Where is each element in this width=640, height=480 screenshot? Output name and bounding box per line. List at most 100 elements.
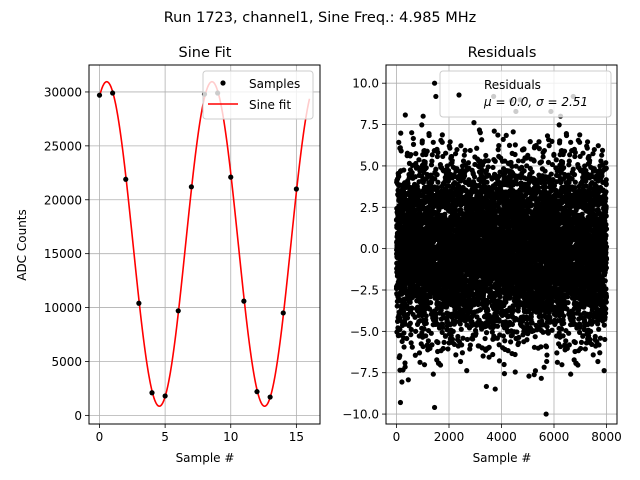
residual-point — [439, 132, 445, 138]
residual-point — [408, 332, 414, 338]
residual-point — [396, 139, 402, 145]
legend-samples-label: Samples — [249, 77, 300, 91]
residual-point — [407, 320, 413, 326]
residual-point — [479, 137, 485, 143]
sample-point — [162, 393, 168, 399]
residual-point — [397, 353, 403, 359]
residual-point — [501, 361, 507, 368]
residual-point — [485, 164, 491, 170]
residual-point — [480, 353, 486, 359]
residual-point — [462, 147, 468, 153]
residual-point — [454, 146, 460, 153]
residual-point — [471, 174, 478, 180]
sine-fit-grid — [89, 65, 320, 424]
residual-point — [501, 371, 508, 377]
residual-point — [408, 340, 414, 346]
residual-point — [483, 152, 489, 159]
residual-point — [423, 313, 429, 319]
sample-point — [267, 394, 273, 400]
residual-point — [420, 113, 426, 119]
residual-point — [486, 344, 492, 350]
residual-point — [460, 335, 466, 341]
residual-point — [494, 323, 501, 329]
residual-point — [421, 326, 427, 332]
residual-point — [421, 362, 428, 368]
residual-point — [408, 326, 414, 333]
residual-point — [429, 342, 435, 348]
residual-point — [433, 93, 439, 100]
residual-point — [477, 130, 483, 136]
residual-point — [483, 330, 490, 336]
residual-point — [467, 342, 473, 348]
residual-point — [492, 158, 498, 164]
residual-point — [453, 352, 459, 358]
residual-point — [420, 343, 426, 350]
legend-samples-marker — [220, 80, 226, 86]
residual-point — [402, 360, 408, 366]
residual-point — [445, 346, 451, 352]
residual-point — [450, 328, 456, 334]
residual-point — [512, 369, 518, 375]
residual-point — [447, 139, 453, 145]
residual-point — [422, 159, 428, 165]
residual-point — [459, 342, 465, 348]
sine-fit-frame — [88, 64, 321, 425]
sine-fit-xtick-label: 5 — [161, 430, 169, 444]
residual-point — [512, 142, 518, 148]
residual-point — [402, 364, 408, 370]
residual-point — [496, 143, 502, 149]
residuals-title: Residuals — [468, 45, 537, 61]
residual-point — [490, 164, 496, 171]
residual-point — [467, 147, 473, 154]
residual-point — [430, 139, 436, 145]
residual-point — [496, 173, 502, 180]
residual-point — [424, 148, 430, 154]
sample-point — [136, 300, 142, 306]
sine-fit-plot-area — [96, 80, 311, 408]
residual-point — [423, 165, 429, 171]
residual-point — [512, 151, 518, 158]
residual-point — [510, 129, 516, 135]
residual-point — [426, 132, 432, 139]
residual-point — [397, 326, 403, 332]
sine-fit-ytick-label: 10000 — [44, 301, 82, 315]
residual-point — [511, 307, 517, 313]
residual-point — [397, 315, 403, 321]
residual-point — [398, 130, 404, 136]
residual-point — [485, 158, 491, 164]
legend-sine-fit-label: Sine fit — [249, 98, 291, 112]
residual-point — [455, 333, 461, 340]
sine-fit-xtick-label: 0 — [96, 430, 104, 444]
residual-point — [500, 333, 506, 339]
residual-point — [417, 359, 423, 365]
residual-point — [409, 170, 415, 176]
residual-point — [437, 362, 444, 368]
sine-fit-legend: Samples Sine fit — [202, 70, 314, 120]
residual-point — [516, 340, 522, 346]
residual-point — [427, 294, 433, 300]
residual-point — [459, 350, 465, 356]
residual-point — [401, 330, 407, 336]
residual-point — [396, 173, 402, 180]
residual-point — [512, 351, 518, 358]
residual-point — [521, 146, 527, 152]
residual-point — [429, 152, 435, 158]
sine-fit-curve — [98, 80, 311, 408]
residual-point — [449, 336, 456, 342]
sample-point — [123, 176, 129, 182]
residual-point — [457, 358, 464, 365]
residual-point — [428, 300, 434, 306]
residual-point — [484, 179, 490, 185]
residual-point — [399, 379, 405, 385]
residual-point — [491, 128, 497, 134]
residual-point — [440, 345, 446, 352]
residual-point — [497, 294, 503, 300]
residual-point — [402, 112, 408, 118]
sample-point — [149, 390, 155, 396]
sample-point — [228, 174, 234, 180]
residual-point — [410, 135, 416, 142]
residual-point — [449, 157, 455, 164]
residual-point — [458, 326, 464, 332]
sine-fit-title: Sine Fit — [179, 45, 232, 61]
residual-point — [502, 338, 508, 344]
